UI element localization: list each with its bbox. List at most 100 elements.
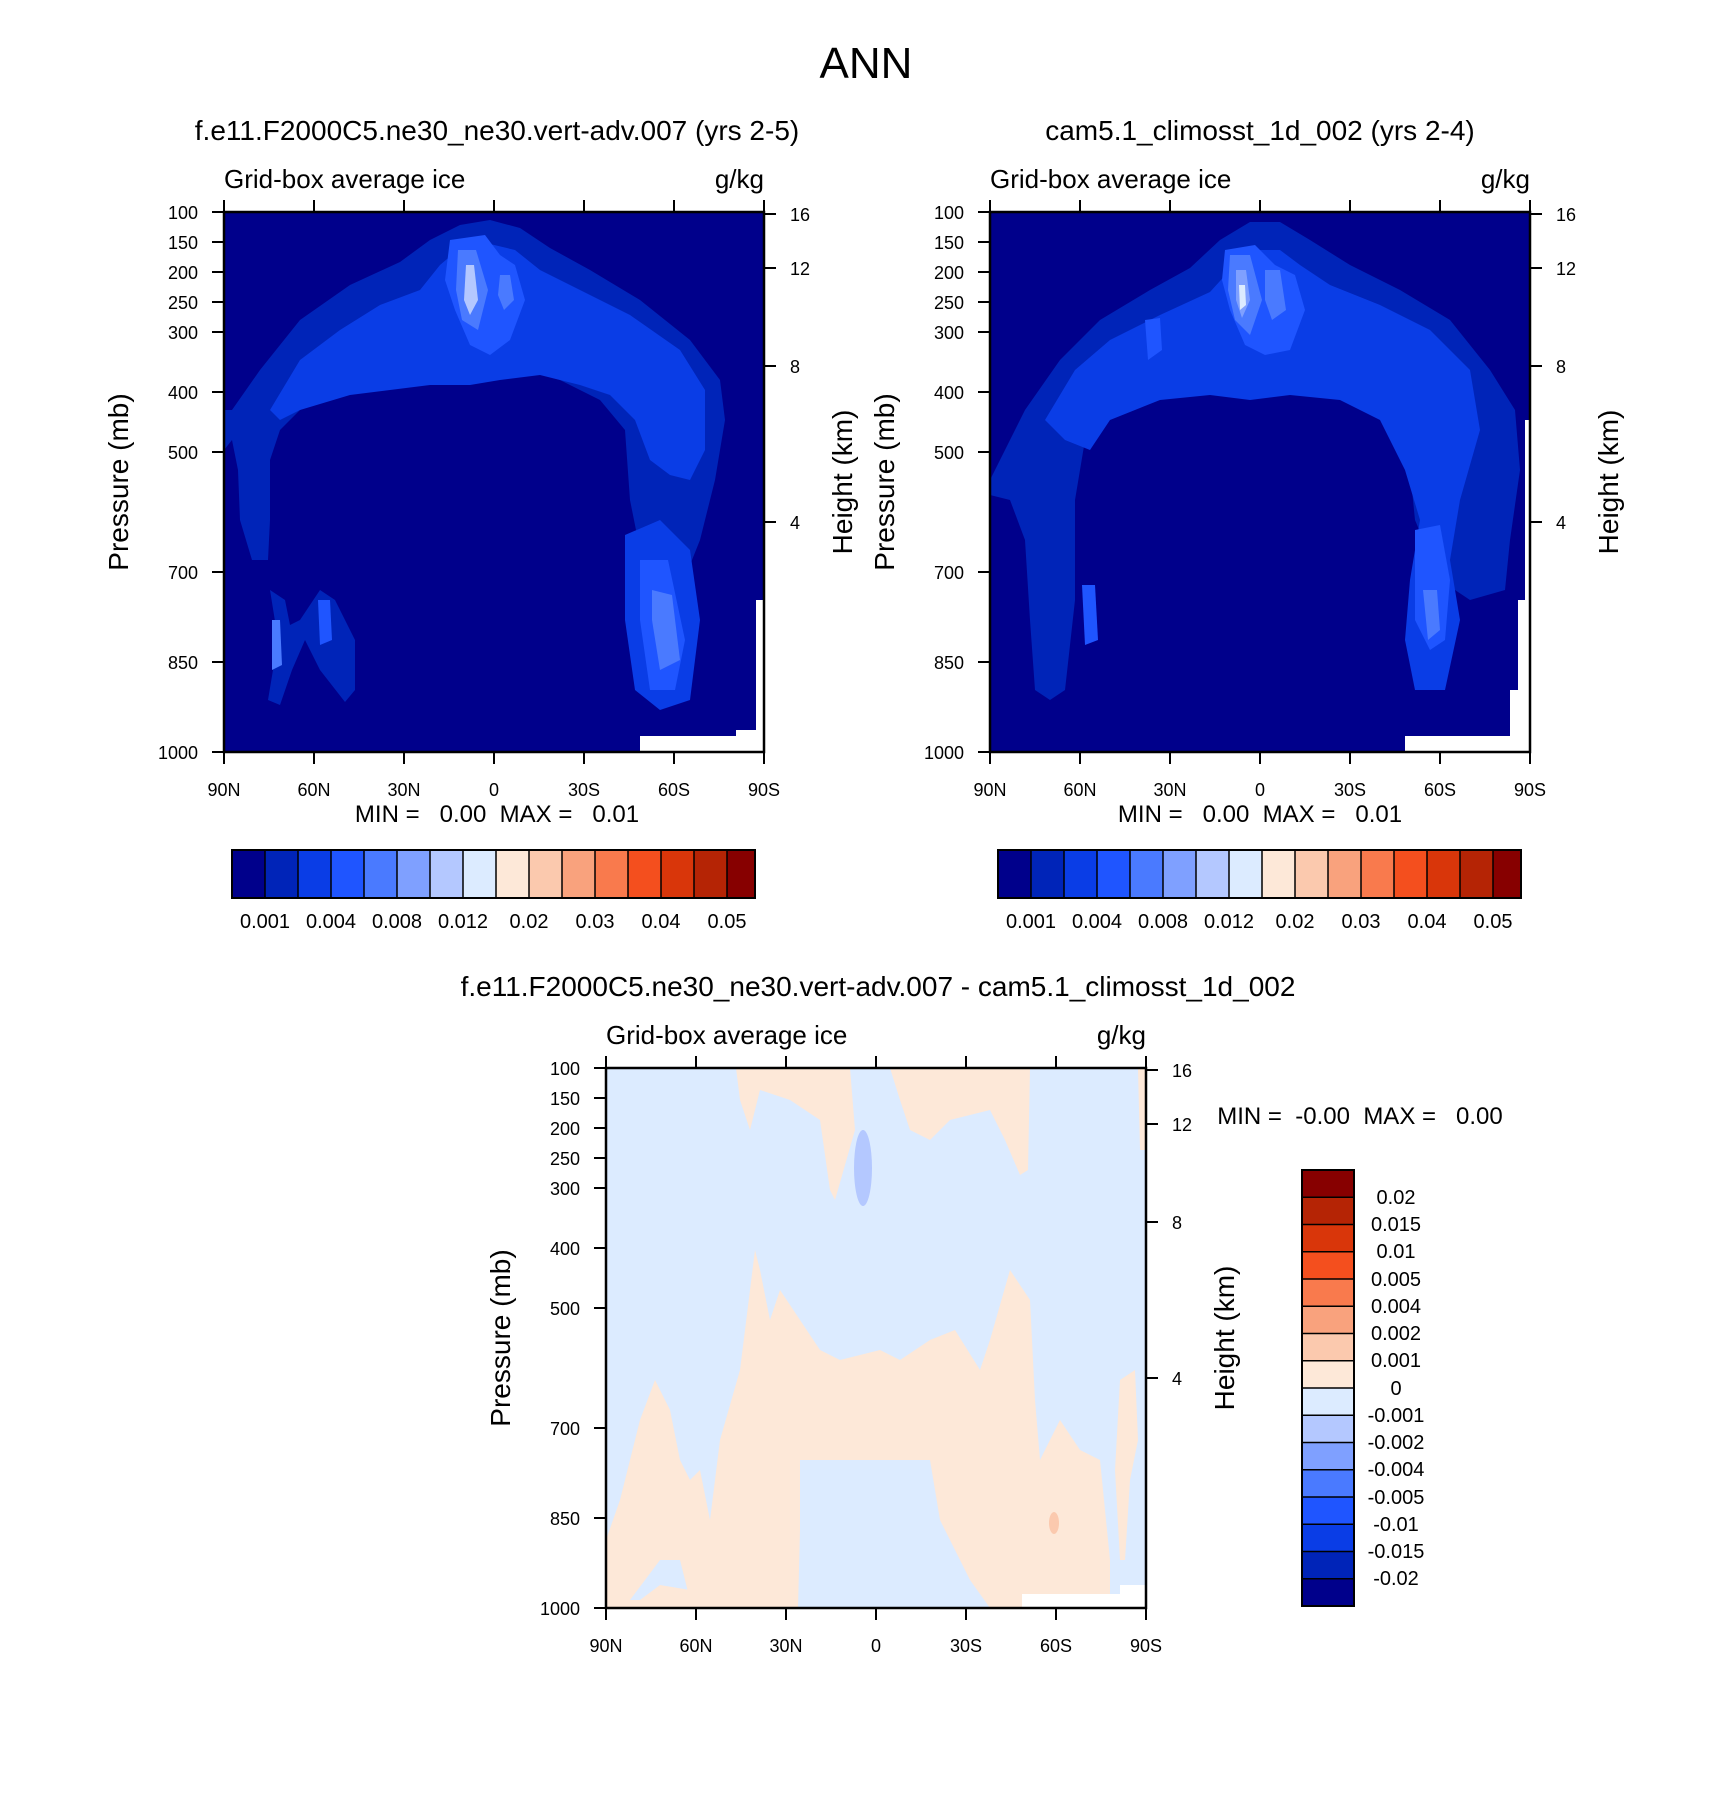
panel-3-y-tick-label: 150 xyxy=(550,1089,580,1109)
panel-3-colorbar-swatch xyxy=(1302,1524,1354,1552)
panel-2-colorbar-label: 0.02 xyxy=(1276,911,1315,933)
panel-1-colorbar-swatch xyxy=(661,850,694,898)
panel-3-y-tick-label: 200 xyxy=(550,1119,580,1139)
panel-2-colorbar-label: 0.008 xyxy=(1138,911,1188,933)
panel-2-colorbar-swatch xyxy=(1031,850,1064,898)
panel-2-colorbar-swatch xyxy=(1361,850,1394,898)
panel-2-colorbar-swatch xyxy=(1097,850,1130,898)
panel-1-colorbar-label: 0.012 xyxy=(438,911,488,933)
panel-3-colorbar-swatch xyxy=(1302,1442,1354,1470)
panel-3-colorbar-swatch xyxy=(1302,1224,1354,1252)
panel-3-colorbar-swatch xyxy=(1302,1415,1354,1443)
panel-2-y-right-axis-label: Height (km) xyxy=(1593,410,1624,555)
panel-2-x-tick-label: 0 xyxy=(1255,780,1265,800)
panel-2-x-tick-label: 60N xyxy=(1063,780,1096,800)
panel-1-y-tick-label: 500 xyxy=(168,443,198,463)
panel-3-x-ticks: 90N 60N 30N 0 30S 60S 90S xyxy=(589,1056,1162,1656)
panel-2-colorbar-label: 0.03 xyxy=(1342,911,1381,933)
panel-2-colorbar-label: 0.001 xyxy=(1006,911,1056,933)
panel-3-subtitle-right: g/kg xyxy=(1097,1020,1146,1050)
panel-2-y-tick-label: 250 xyxy=(934,293,964,313)
panel-2-y-tick-label: 700 xyxy=(934,563,964,583)
panel-2-x-tick-label: 30S xyxy=(1334,780,1366,800)
panel-1-colorbar-swatch xyxy=(430,850,463,898)
panel-1-colorbar-label: 0.001 xyxy=(240,911,290,933)
panel-3-y-tick-label: 1000 xyxy=(540,1599,580,1619)
panel-3: f.e11.F2000C5.ne30_ne30.vert-adv.007 - c… xyxy=(461,971,1503,1656)
panel-1-x-tick-label: 30S xyxy=(568,780,600,800)
panel-1-colorbar-label: 0.004 xyxy=(306,911,356,933)
panel-2: cam5.1_climosst_1d_002 (yrs 2-4) Grid-bo… xyxy=(869,115,1624,933)
panel-3-x-tick-label: 0 xyxy=(871,1636,881,1656)
panel-2-colorbar-swatch xyxy=(1163,850,1196,898)
panel-3-title: f.e11.F2000C5.ne30_ne30.vert-adv.007 - c… xyxy=(461,971,1296,1002)
panel-3-min-max: MIN = -0.00 MAX = 0.00 xyxy=(1217,1103,1502,1130)
panel-1-title: f.e11.F2000C5.ne30_ne30.vert-adv.007 (yr… xyxy=(195,115,799,146)
panel-3-colorbar-label: -0.001 xyxy=(1368,1405,1425,1427)
panel-1-y-tick-label: 400 xyxy=(168,383,198,403)
panel-3-colorbar-label: -0.004 xyxy=(1368,1459,1425,1481)
panel-3-colorbar-swatch xyxy=(1302,1469,1354,1497)
panel-1-x-tick-label: 60S xyxy=(658,780,690,800)
panel-1-x-tick-label: 0 xyxy=(489,780,499,800)
panel-3-plot-area xyxy=(604,1066,1148,1610)
panel-1-x-tick-label: 90S xyxy=(748,780,780,800)
panel-1-subtitle-left: Grid-box average ice xyxy=(224,164,465,194)
panel-2-colorbar-swatch xyxy=(1493,850,1521,898)
panel-3-colorbar-swatch xyxy=(1302,1360,1354,1388)
panel-1-colorbar-swatch xyxy=(298,850,331,898)
panel-1-y-tick-label: 200 xyxy=(168,263,198,283)
panel-1-y-tick-label: 850 xyxy=(168,653,198,673)
panel-3-colorbar-label: 0.005 xyxy=(1371,1269,1421,1291)
panel-1-y-tick-label: 300 xyxy=(168,323,198,343)
panel-3-colorbar-swatch xyxy=(1302,1551,1354,1579)
panel-1-colorbar-label: 0.04 xyxy=(642,911,681,933)
panel-3-colorbar-label: -0.005 xyxy=(1368,1487,1425,1509)
panel-2-y-tick-label: 200 xyxy=(934,263,964,283)
panel-1-subtitle-right: g/kg xyxy=(715,164,764,194)
panel-1-x-ticks: 90N 60N 30N 0 30S 60S 90S xyxy=(207,200,780,800)
panel-3-colorbar-swatch xyxy=(1302,1578,1354,1606)
panel-3-colorbar-label: 0.001 xyxy=(1371,1350,1421,1372)
panel-2-y-right-tick-label: 4 xyxy=(1556,513,1566,533)
panel-1-colorbar-swatch xyxy=(694,850,727,898)
panel-3-colorbar-label: -0.002 xyxy=(1368,1432,1425,1454)
panel-2-x-tick-label: 60S xyxy=(1424,780,1456,800)
panel-1-y-right-axis-label: Height (km) xyxy=(827,410,858,555)
panel-2-y-tick-label: 300 xyxy=(934,323,964,343)
panel-3-colorbar-label: 0.002 xyxy=(1371,1323,1421,1345)
panel-2-y-ticks: 100 150 200 250 300 400 500 700 850 1000 xyxy=(924,203,990,763)
panel-3-x-tick-label: 30S xyxy=(950,1636,982,1656)
panel-2-colorbar-swatch xyxy=(1427,850,1460,898)
panel-3-y-right-tick-label: 16 xyxy=(1172,1061,1192,1081)
panel-3-y-tick-label: 300 xyxy=(550,1179,580,1199)
panel-3-y-right-tick-label: 12 xyxy=(1172,1115,1192,1135)
panel-3-x-tick-label: 90N xyxy=(589,1636,622,1656)
panel-1-x-tick-label: 90N xyxy=(207,780,240,800)
panel-3-colorbar: 0.02 0.015 0.01 0.005 0.004 0.002 0.001 … xyxy=(1301,1169,1425,1607)
panel-1-y-ticks: 100 150 200 250 300 400 500 700 850 1000 xyxy=(158,203,224,763)
panel-1-colorbar-label: 0.008 xyxy=(372,911,422,933)
panel-1-y-tick-label: 150 xyxy=(168,233,198,253)
panel-2-colorbar-swatch xyxy=(998,850,1031,898)
panel-1-colorbar: 0.001 0.004 0.008 0.012 0.02 0.03 0.04 0… xyxy=(231,849,756,933)
panel-1-y-right-tick-label: 4 xyxy=(790,513,800,533)
panel-3-colorbar-swatch xyxy=(1302,1497,1354,1525)
panel-1-y-right-tick-label: 8 xyxy=(790,357,800,377)
panel-3-colorbar-swatch xyxy=(1302,1251,1354,1279)
panel-3-y-right-axis-label: Height (km) xyxy=(1209,1266,1240,1411)
panel-3-colorbar-label: 0.02 xyxy=(1377,1187,1416,1209)
panel-3-colorbar-label: -0.01 xyxy=(1373,1514,1419,1536)
panel-1-y-tick-label: 700 xyxy=(168,563,198,583)
panel-2-x-tick-label: 30N xyxy=(1153,780,1186,800)
panel-2-y-right-ticks: 16 12 8 4 xyxy=(1530,205,1576,533)
panel-2-y-tick-label: 100 xyxy=(934,203,964,223)
panel-1-colorbar-swatch xyxy=(463,850,496,898)
panel-2-title: cam5.1_climosst_1d_002 (yrs 2-4) xyxy=(1045,115,1475,146)
panel-1-min-max: MIN = 0.00 MAX = 0.01 xyxy=(355,801,639,828)
panel-1-colorbar-label: 0.03 xyxy=(576,911,615,933)
panel-2-colorbar-swatch xyxy=(1130,850,1163,898)
panel-3-colorbar-swatch xyxy=(1302,1333,1354,1361)
panel-2-x-tick-label: 90S xyxy=(1514,780,1546,800)
panel-2-y-right-tick-label: 12 xyxy=(1556,259,1576,279)
